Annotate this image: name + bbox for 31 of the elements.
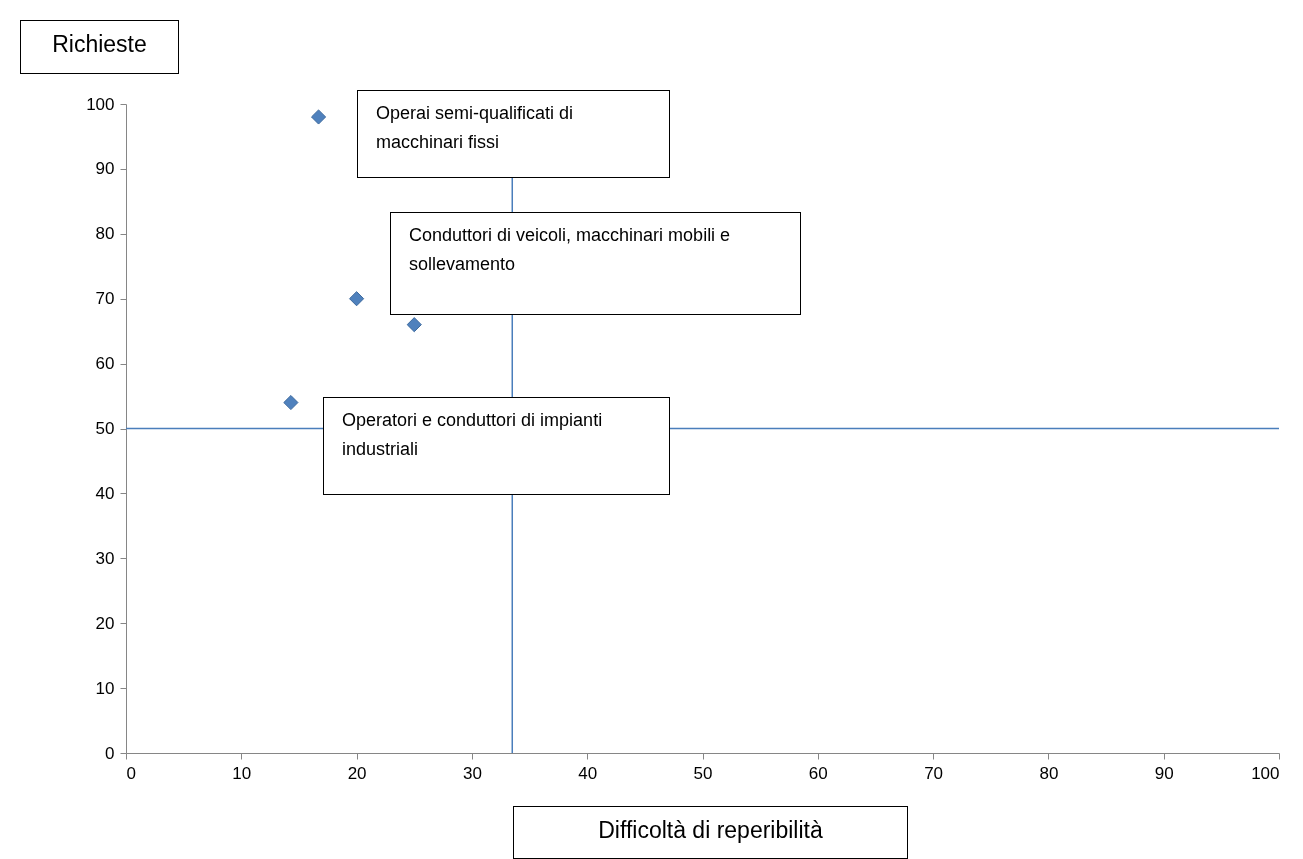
- point: [283, 394, 299, 411]
- y-tick-label: 0: [105, 743, 115, 763]
- text-box: Conduttori di veicoli, macchinari mobili e sollevamento: [390, 212, 801, 315]
- y-tick-label: 10: [95, 678, 115, 698]
- x-tick-label: 10: [232, 763, 252, 783]
- y-tick-label: 20: [95, 613, 115, 633]
- point: [406, 317, 422, 333]
- point: [349, 291, 365, 307]
- y-tick-label: 60: [95, 354, 115, 374]
- x-tick-label: 70: [924, 763, 944, 783]
- x-tick-label: 100: [1251, 763, 1280, 783]
- y-tick-label: 30: [95, 548, 115, 568]
- y-tick-label: 90: [95, 159, 115, 179]
- x-tick-label: 90: [1154, 763, 1174, 783]
- x-tick-label: 30: [462, 763, 482, 783]
- y-tick-label: 80: [95, 224, 115, 244]
- y-tick-label: 70: [95, 289, 115, 309]
- y-axis-title: Richieste: [20, 20, 179, 74]
- x-tick-label: 20: [347, 763, 367, 783]
- x-tick-label: 60: [808, 763, 828, 783]
- y-tick-label: 100: [86, 94, 115, 114]
- point: [310, 109, 327, 125]
- x-tick-label: 80: [1039, 763, 1059, 783]
- x-tick-label: 50: [693, 763, 713, 783]
- text-box: Operai semi-qualificati di macchinari fissi: [357, 90, 670, 178]
- y-tick-label: 50: [95, 419, 115, 438]
- x-tick-label: 40: [578, 763, 598, 783]
- x-axis-title: Difficoltà di reperibilità: [513, 806, 908, 859]
- text-box: Operatori e conduttori di impianti industriali: [323, 397, 670, 495]
- x-tick-label: 0: [126, 763, 136, 783]
- y-tick-label: 40: [95, 483, 115, 503]
